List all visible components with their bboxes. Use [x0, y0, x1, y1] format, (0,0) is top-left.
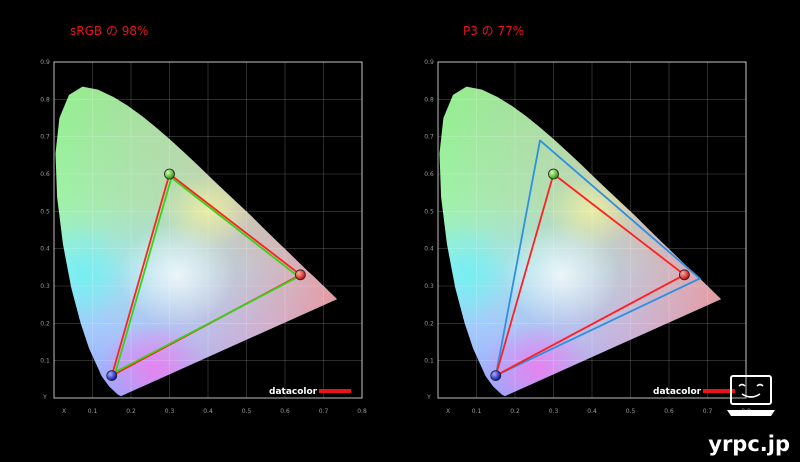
chart-panel-0: X 0.1 0.2 0.3 0.4 0.5 0.6 0.7 0.8 Y 0.1 0.2 0.3 0.4 0.…: [40, 59, 367, 415]
gamut-triangle-1: [114, 176, 300, 373]
y-tick-label: 0.5: [40, 208, 50, 215]
y-tick-label: 0.6: [424, 171, 434, 178]
y-tick-label: 0.3: [40, 283, 50, 290]
x-tick-label: 0.7: [703, 408, 713, 415]
y-tick-label: 0.8: [40, 96, 50, 103]
y-tick-label: 0.3: [424, 283, 434, 290]
y-tick-label: 0.8: [424, 96, 434, 103]
y-tick-label: 0.1: [40, 358, 50, 365]
x-tick-label: 0.7: [319, 408, 329, 415]
y-tick-label: 0.5: [424, 208, 434, 215]
green-primary-marker: [548, 168, 559, 180]
red-primary-marker: [294, 269, 306, 281]
y-tick-label: Y: [426, 394, 431, 401]
gamut-triangle-1: [494, 173, 686, 377]
x-tick-label: 0.2: [510, 408, 520, 415]
x-tick-label: X: [62, 408, 66, 415]
y-tick-label: 0.2: [40, 320, 50, 327]
y-tick-label: Y: [42, 394, 47, 401]
y-tick-label: 0.1: [424, 358, 434, 365]
x-tick-label: 0.4: [203, 408, 213, 415]
x-tick-label: X: [446, 408, 450, 415]
y-tick-label: 0.2: [424, 320, 434, 327]
x-tick-label: 0.2: [126, 408, 136, 415]
laptop-icon: [727, 375, 775, 416]
y-tick-label: 0.7: [424, 134, 434, 141]
x-tick-label: 0.1: [472, 408, 482, 415]
watermark-text: yrpc.jp: [708, 432, 790, 456]
x-tick-label: 0.6: [664, 408, 674, 415]
chart-title-srgb: sRGB の 98%: [70, 24, 149, 38]
x-tick-label: 0.5: [626, 408, 636, 415]
blue-primary-marker: [106, 370, 118, 382]
datacolor-logo: datacolor: [269, 387, 318, 397]
green-primary-marker: [164, 168, 175, 180]
y-tick-label: 0.6: [40, 171, 50, 178]
x-tick-label: 0.3: [549, 408, 559, 415]
blue-primary-marker: [490, 370, 502, 382]
y-tick-label: 0.7: [40, 134, 50, 141]
x-tick-label: 0.1: [88, 408, 98, 415]
y-tick-label: 0.4: [424, 246, 434, 253]
y-tick-label: 0.9: [424, 59, 434, 66]
x-tick-label: 0.4: [587, 408, 597, 415]
red-primary-marker: [679, 269, 690, 281]
datacolor-logo-bar: [319, 389, 351, 393]
x-tick-label: 0.3: [165, 408, 175, 415]
x-tick-label: 0.6: [280, 408, 290, 415]
datacolor-logo-bar: [703, 389, 735, 393]
datacolor-logo: datacolor: [653, 387, 702, 397]
y-tick-label: 0.9: [40, 59, 50, 66]
chart-panel-1: X 0.1 0.2 0.3 0.4 0.5 0.6 0.7 0.8 Y 0.1 0.2 0.3 0.4 0.…: [424, 59, 751, 415]
x-tick-label: 0.5: [242, 408, 252, 415]
y-tick-label: 0.4: [40, 246, 50, 253]
chart-title-p3: P3 の 77%: [463, 24, 525, 38]
gamut-triangle-0: [494, 139, 701, 377]
x-tick-label: 0.8: [357, 408, 367, 415]
